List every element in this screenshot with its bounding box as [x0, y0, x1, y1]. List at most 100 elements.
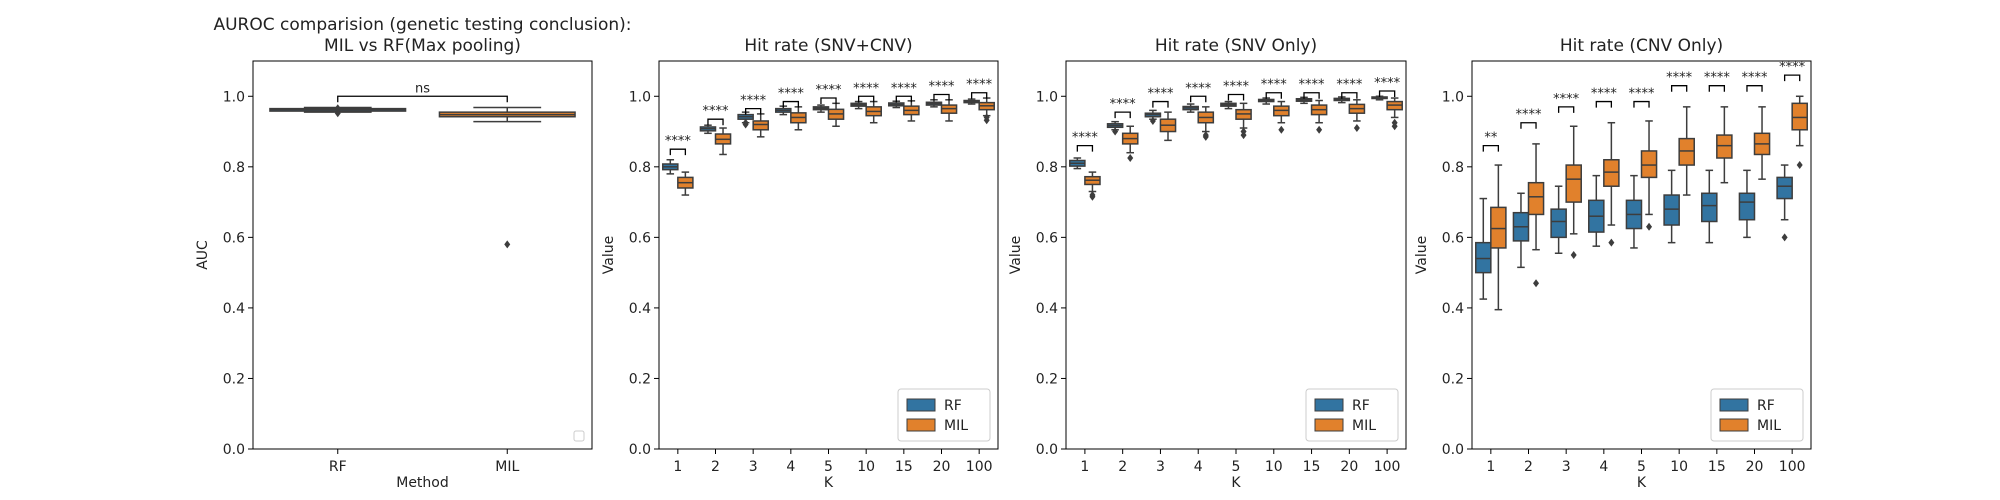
- y-axis-label: Value: [601, 236, 617, 274]
- box-iqr: [752, 120, 769, 131]
- box-mil-k1: [1490, 164, 1507, 311]
- significance-annotation: ****: [1629, 87, 1656, 108]
- significance-bracket: [895, 95, 913, 103]
- y-tick-label: 0.6: [629, 230, 651, 246]
- significance-bracket: [1190, 95, 1207, 103]
- significance-bracket: [1152, 100, 1169, 108]
- y-tick-label: 0.8: [223, 160, 245, 176]
- x-tick-label: 15: [1303, 459, 1321, 475]
- x-tick-label: RF: [329, 459, 347, 475]
- box-rf-k1: [1475, 197, 1492, 300]
- box-mil-k1: [1084, 171, 1101, 201]
- box-mil-k15: [903, 100, 920, 122]
- x-tick-label: 4: [1194, 459, 1203, 475]
- significance-bracket: [1114, 111, 1131, 119]
- significance-label: ****: [1374, 76, 1401, 91]
- y-tick-label: 0.2: [223, 371, 245, 387]
- box-rf-k5: [1220, 100, 1237, 110]
- box-rf-k1: [1069, 157, 1086, 170]
- significance-annotation: ****: [816, 83, 843, 105]
- box-mil-k4: [1197, 106, 1215, 141]
- x-axis-label: K: [1637, 475, 1647, 491]
- significance-bracket: [857, 95, 875, 103]
- significance-annotation: ****: [1704, 71, 1730, 92]
- y-tick-label: 1.0: [1036, 89, 1058, 105]
- y-tick-label: 0.4: [1036, 301, 1058, 317]
- box-iqr: [1701, 192, 1718, 223]
- significance-bracket: [933, 93, 950, 101]
- x-tick-label: 3: [749, 459, 758, 475]
- box-mil-k100: [1791, 95, 1808, 170]
- significance-bracket: [1670, 85, 1688, 92]
- box-rf: [269, 104, 407, 118]
- legend-label-rf: RF: [944, 398, 962, 414]
- box-mil-k1: [677, 171, 694, 196]
- box-iqr: [1565, 164, 1582, 203]
- box-mil-k10: [865, 100, 882, 124]
- outlier-point: [1781, 233, 1788, 242]
- x-tick-label: 5: [824, 459, 833, 475]
- legend-box-empty: [573, 430, 585, 442]
- box-rf-k15: [888, 100, 905, 109]
- x-tick-label: 1: [1080, 459, 1089, 475]
- significance-label: ****: [816, 83, 843, 98]
- box-rf-k5: [812, 104, 830, 113]
- outlier-point: [742, 118, 749, 127]
- chart-panel-1: 0.0 0.2 0.4 0.6 0.8 1.0 RF MIL Method AUC AUROC co…: [195, 15, 632, 491]
- x-tick-label: 100: [1374, 459, 1401, 475]
- significance-label: ****: [1591, 87, 1618, 102]
- significance-bracket: [970, 92, 988, 99]
- box-mil-k10: [1678, 106, 1695, 196]
- box-mil-k15: [1310, 99, 1328, 134]
- significance-label: ****: [740, 94, 767, 109]
- box-iqr: [1490, 206, 1507, 249]
- y-tick-label: 1.0: [1442, 89, 1464, 105]
- significance-annotation: ****: [966, 78, 993, 99]
- significance-annotation: ****: [740, 94, 767, 115]
- x-tick-label: 5: [1637, 459, 1646, 475]
- significance-annotation: ****: [703, 104, 730, 126]
- outlier-point: [1127, 154, 1134, 162]
- x-tick-label: 20: [933, 459, 951, 475]
- y-tick-label: 0.0: [629, 442, 651, 458]
- chart-title: Hit rate (SNV+CNV): [744, 36, 912, 56]
- significance-label: ****: [778, 87, 805, 102]
- chart-panel-3: 0.0 0.2 0.4 0.6 0.8 1.0 1 2 3 4 5 10 15 20 100 K Value Hi…: [1008, 36, 1407, 491]
- box-mil-k4: [1603, 121, 1620, 247]
- box-iqr: [1716, 134, 1733, 159]
- x-tick-label: 10: [857, 459, 875, 475]
- chart-panel-2: 0.0 0.2 0.4 0.6 0.8 1.0 1 2 3 4 5 10 15 20 100 K Value Hi…: [601, 36, 999, 491]
- legend-label-mil: MIL: [944, 418, 968, 434]
- x-axis-label: K: [824, 475, 834, 491]
- box-iqr: [1640, 150, 1658, 179]
- box-iqr: [1527, 181, 1545, 216]
- significance-label: ****: [703, 104, 730, 119]
- y-tick-label: 1.0: [223, 89, 245, 105]
- significance-label: ****: [1629, 87, 1656, 102]
- outlier-point: [1608, 238, 1615, 247]
- box-iqr: [1603, 159, 1620, 187]
- significance-label: ****: [1261, 78, 1288, 93]
- x-tick-label: 20: [1746, 459, 1764, 475]
- significance-bracket: [744, 107, 762, 115]
- significance-annotation: ****: [1742, 71, 1768, 92]
- significance-label: ****: [1223, 80, 1250, 95]
- significance-annotation: ****: [1336, 78, 1363, 99]
- box-rf-k100: [1776, 164, 1793, 242]
- box-rf-k10: [1663, 169, 1680, 244]
- outlier-point: [1149, 116, 1156, 125]
- x-tick-label: 3: [1156, 459, 1165, 475]
- significance-annotation: ****: [1553, 92, 1580, 113]
- box-mil-k2: [1527, 143, 1545, 288]
- significance-bracket: [707, 118, 724, 126]
- outlier-point: [504, 240, 511, 249]
- y-tick-label: 0.0: [1036, 442, 1058, 458]
- box-rf-k100: [1371, 95, 1388, 101]
- outlier-point: [1240, 127, 1247, 136]
- significance-annotation: ****: [665, 134, 691, 156]
- significance-annotation: ****: [778, 87, 805, 108]
- box-mil-k2: [714, 127, 732, 156]
- y-tick-label: 0.6: [1442, 230, 1464, 246]
- significance-annotation: ****: [1185, 81, 1212, 103]
